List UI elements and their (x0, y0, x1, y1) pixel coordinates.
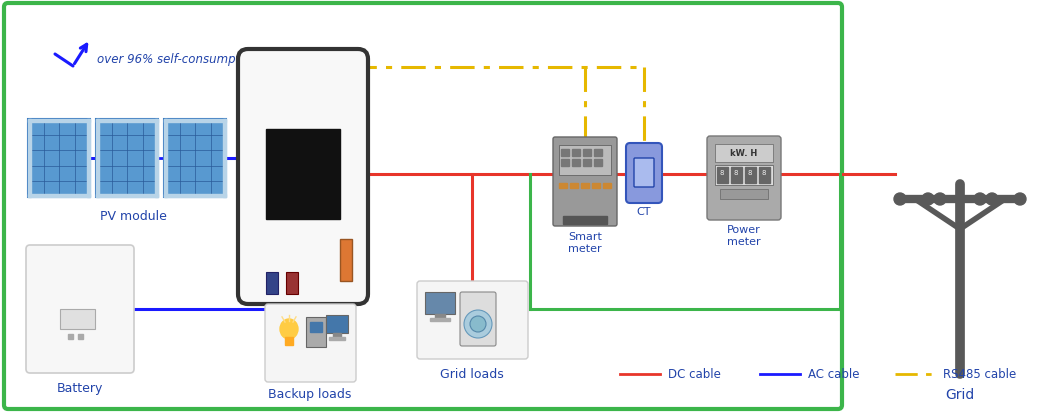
Bar (583, 159, 591, 166)
Bar (435, 314, 445, 318)
Bar (326, 315, 348, 333)
Bar (716, 145, 773, 163)
Bar (561, 159, 569, 166)
FancyBboxPatch shape (634, 159, 654, 188)
Text: 8: 8 (720, 170, 724, 176)
Bar (28, 195, 90, 197)
Bar (28, 120, 31, 197)
Bar (720, 190, 768, 199)
Bar (310, 322, 322, 332)
Bar (340, 240, 352, 281)
Bar (591, 183, 600, 189)
Bar (603, 183, 611, 189)
Bar (96, 120, 99, 197)
Bar (563, 216, 607, 224)
Text: RS485 cable: RS485 cable (943, 368, 1017, 380)
Bar (570, 183, 578, 189)
Text: Battery: Battery (57, 381, 103, 394)
Circle shape (986, 194, 999, 206)
Bar (333, 333, 341, 337)
Text: DC cable: DC cable (668, 368, 721, 380)
Bar (430, 318, 450, 321)
Bar (731, 168, 742, 183)
Bar (561, 150, 569, 157)
Bar (96, 195, 158, 197)
Bar (28, 120, 90, 123)
Bar (164, 120, 226, 197)
Text: Smart
meter: Smart meter (568, 231, 602, 253)
FancyBboxPatch shape (707, 137, 781, 221)
Text: Grid: Grid (946, 387, 974, 401)
Bar (96, 120, 158, 197)
Bar (329, 337, 345, 340)
FancyBboxPatch shape (626, 144, 662, 204)
Bar (594, 150, 602, 157)
Bar (285, 337, 293, 345)
Circle shape (922, 194, 934, 206)
Bar (286, 272, 298, 294)
FancyBboxPatch shape (238, 50, 368, 304)
Text: 8: 8 (762, 170, 766, 176)
Bar (60, 309, 95, 329)
Bar (572, 150, 580, 157)
Bar (717, 168, 728, 183)
FancyBboxPatch shape (553, 138, 617, 226)
FancyBboxPatch shape (265, 304, 356, 382)
Bar (78, 334, 83, 339)
Text: over 96% self-consumption rate: over 96% self-consumption rate (98, 53, 286, 66)
Bar (164, 120, 167, 197)
Bar (581, 183, 589, 189)
Bar (759, 168, 770, 183)
Circle shape (464, 310, 492, 338)
Bar (306, 317, 326, 347)
Text: 8: 8 (734, 170, 738, 176)
Bar (425, 292, 455, 314)
Text: Power
meter: Power meter (727, 224, 761, 246)
Bar (583, 150, 591, 157)
Circle shape (470, 316, 485, 332)
Bar (266, 272, 278, 294)
Bar (745, 168, 756, 183)
Bar (716, 166, 773, 185)
Bar (266, 130, 340, 219)
Text: Backup loads: Backup loads (268, 387, 352, 400)
Text: CT: CT (637, 206, 651, 216)
FancyBboxPatch shape (26, 245, 134, 373)
Text: kW. H: kW. H (730, 149, 758, 158)
FancyBboxPatch shape (417, 281, 528, 359)
Text: AC cable: AC cable (808, 368, 860, 380)
Bar (559, 146, 611, 176)
Bar (572, 159, 580, 166)
Circle shape (974, 194, 986, 206)
FancyBboxPatch shape (460, 292, 496, 346)
Text: PV module: PV module (100, 209, 166, 223)
Ellipse shape (280, 319, 298, 339)
Circle shape (934, 194, 946, 206)
Text: Grid loads: Grid loads (440, 367, 504, 380)
Bar (164, 195, 226, 197)
Bar (559, 183, 567, 189)
Bar (87, 120, 90, 197)
Bar (155, 120, 158, 197)
Bar (164, 120, 226, 123)
Bar (28, 120, 90, 197)
Bar (68, 334, 73, 339)
Bar (594, 159, 602, 166)
Circle shape (894, 194, 906, 206)
Text: 8: 8 (747, 170, 753, 176)
Bar (223, 120, 226, 197)
Bar (96, 120, 158, 123)
Circle shape (1014, 194, 1026, 206)
